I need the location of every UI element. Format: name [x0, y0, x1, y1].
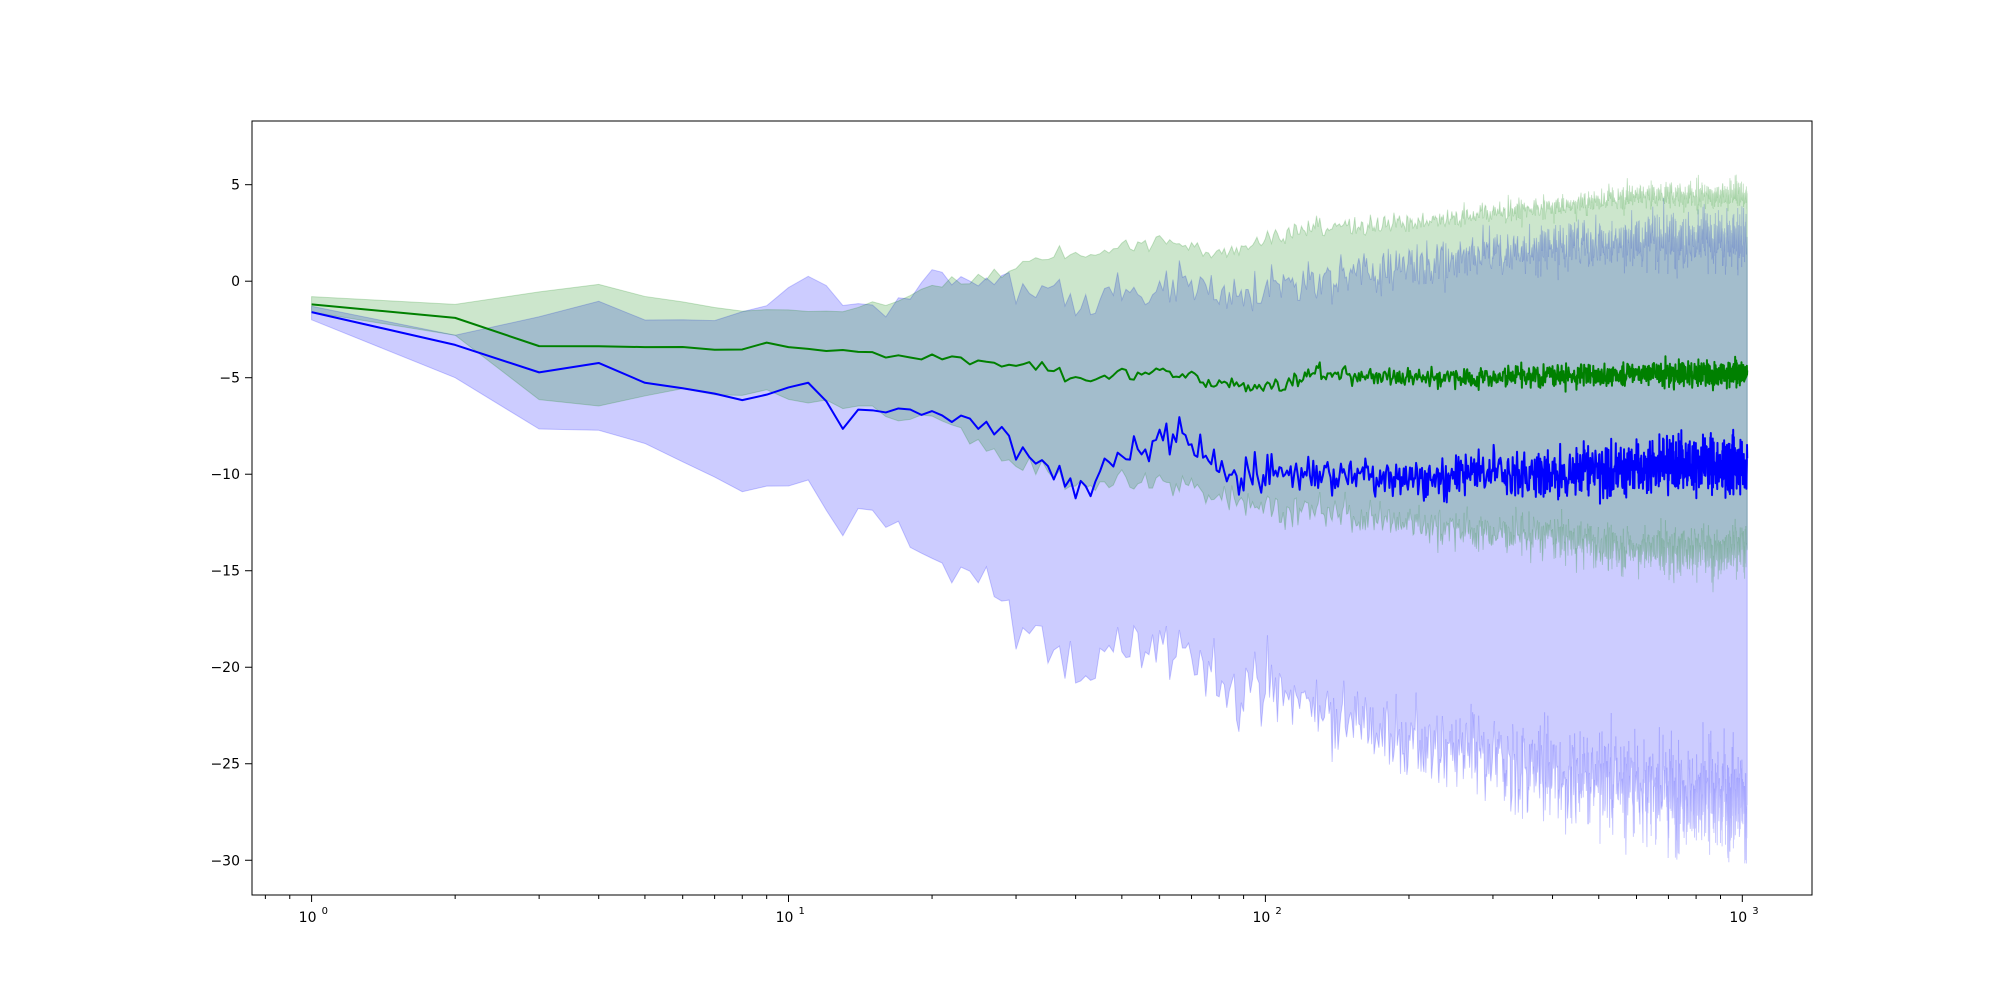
axes-frame [251, 120, 1813, 896]
x-tick-label: 10 [776, 910, 794, 926]
plot-area [311, 174, 1749, 864]
y-tick-label: −15 [210, 564, 240, 580]
y-tick-label: −30 [210, 853, 240, 869]
y-tick-label: −20 [210, 660, 240, 676]
y-axis: 5 0 −5 −10 −15 −20 −25 −30 [210, 178, 252, 869]
x-tick-exponent: 1 [798, 906, 804, 917]
y-tick-label: −10 [210, 467, 240, 483]
x-tick-label: 10 [299, 910, 317, 926]
y-tick-label: 5 [231, 178, 240, 194]
x-tick-label: 10 [1252, 910, 1270, 926]
series-1-band [311, 198, 1748, 864]
x-axis: 10 0 10 1 10 2 10 3 [264, 895, 1759, 926]
series-2-band [311, 174, 1748, 593]
series-1-line [311, 311, 1749, 505]
y-tick-label: −5 [219, 371, 240, 387]
x-tick-exponent: 3 [1752, 906, 1758, 917]
y-tick-label: 0 [231, 274, 240, 290]
x-tick-exponent: 0 [322, 906, 328, 917]
y-tick-label: −25 [210, 757, 240, 773]
x-tick-label: 10 [1729, 910, 1747, 926]
x-tick-exponent: 2 [1275, 906, 1281, 917]
series-2-line [311, 303, 1749, 393]
